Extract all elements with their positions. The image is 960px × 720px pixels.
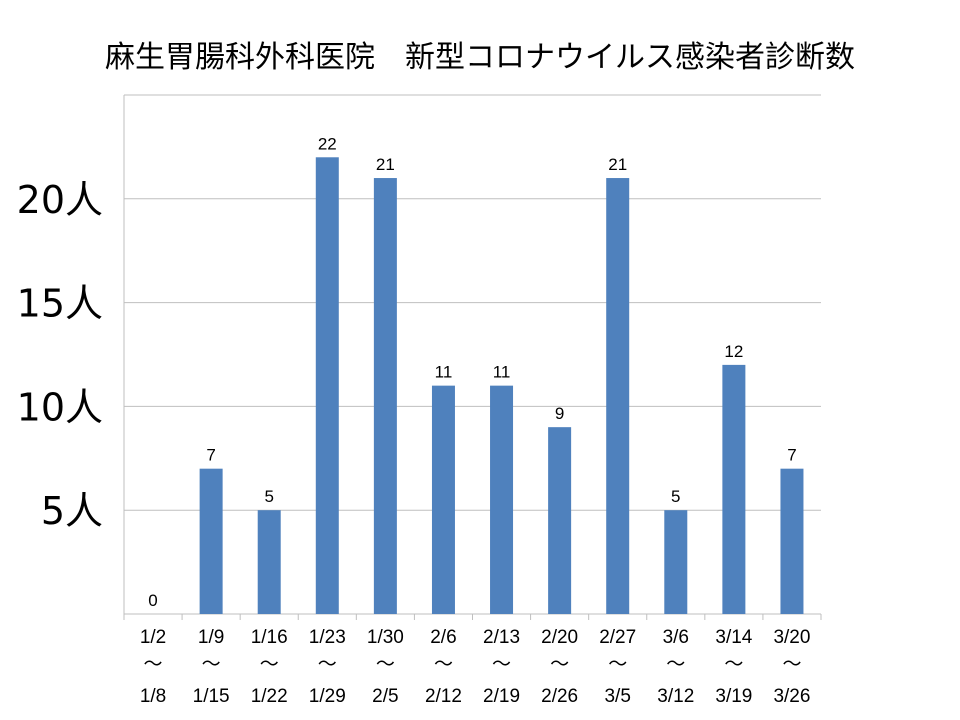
data-label: 21: [376, 155, 395, 174]
y-tick-label: 10人: [17, 385, 103, 429]
data-label: 21: [608, 155, 627, 174]
bar: [722, 364, 746, 614]
axes: [123, 95, 822, 620]
data-label: 7: [787, 446, 796, 465]
data-label: 9: [555, 404, 564, 423]
x-tick-label: 2/20 ～ 2/26: [541, 627, 578, 707]
bar: [199, 468, 223, 614]
bar: [257, 510, 281, 614]
bar: [315, 157, 339, 614]
x-tick-label: 1/2 ～ 1/8: [140, 627, 166, 707]
x-tick-label: 3/20 ～ 3/26: [773, 627, 810, 707]
chart-title: 麻生胃腸科外科医院 新型コロナウイルス感染者診断数: [105, 40, 855, 75]
y-tick-labels: 5人 10人 15人 20人: [17, 178, 103, 533]
bar: [664, 510, 688, 614]
bar: [431, 385, 455, 614]
x-tick-labels: 1/2 ～ 1/8 1/9 ～ 1/15 1/16 ～ 1/22 1/23 ～ 1/29 1/30 ～ 2/…: [140, 627, 811, 707]
x-tick-label: 2/27 ～ 3/5: [599, 627, 636, 707]
gridlines: [124, 94, 821, 511]
data-labels: 0 7 5 22 21 11 11 9 21 5 12 7: [148, 134, 796, 610]
data-label: 7: [206, 446, 215, 465]
bar: [548, 427, 572, 614]
x-tick-label: 1/16 ～ 1/22: [251, 627, 288, 707]
data-label: 0: [148, 591, 157, 610]
bar: [606, 178, 630, 615]
x-tick-label: 2/13 ～ 2/19: [483, 627, 520, 707]
data-label: 22: [318, 134, 337, 153]
x-tick-label: 2/6 ～ 2/12: [425, 627, 462, 707]
bars: [199, 157, 804, 615]
data-label: 11: [493, 363, 511, 382]
data-label: 12: [724, 342, 743, 361]
data-label: 11: [435, 363, 453, 382]
y-tick-label: 20人: [17, 178, 103, 222]
x-tick-label: 1/9 ～ 1/15: [193, 627, 230, 707]
x-tick-label: 1/23 ～ 1/29: [309, 627, 346, 707]
y-tick-label: 15人: [17, 282, 103, 326]
bar: [490, 385, 514, 614]
x-tick-label: 3/14 ～ 3/19: [715, 627, 752, 707]
bar: [373, 178, 397, 615]
x-tick-label: 3/6 ～ 3/12: [657, 627, 694, 707]
bar: [780, 468, 804, 614]
data-label: 5: [264, 487, 273, 506]
data-label: 5: [671, 487, 680, 506]
y-tick-label: 5人: [41, 489, 103, 533]
x-tick-label: 1/30 ～ 2/5: [367, 627, 404, 707]
